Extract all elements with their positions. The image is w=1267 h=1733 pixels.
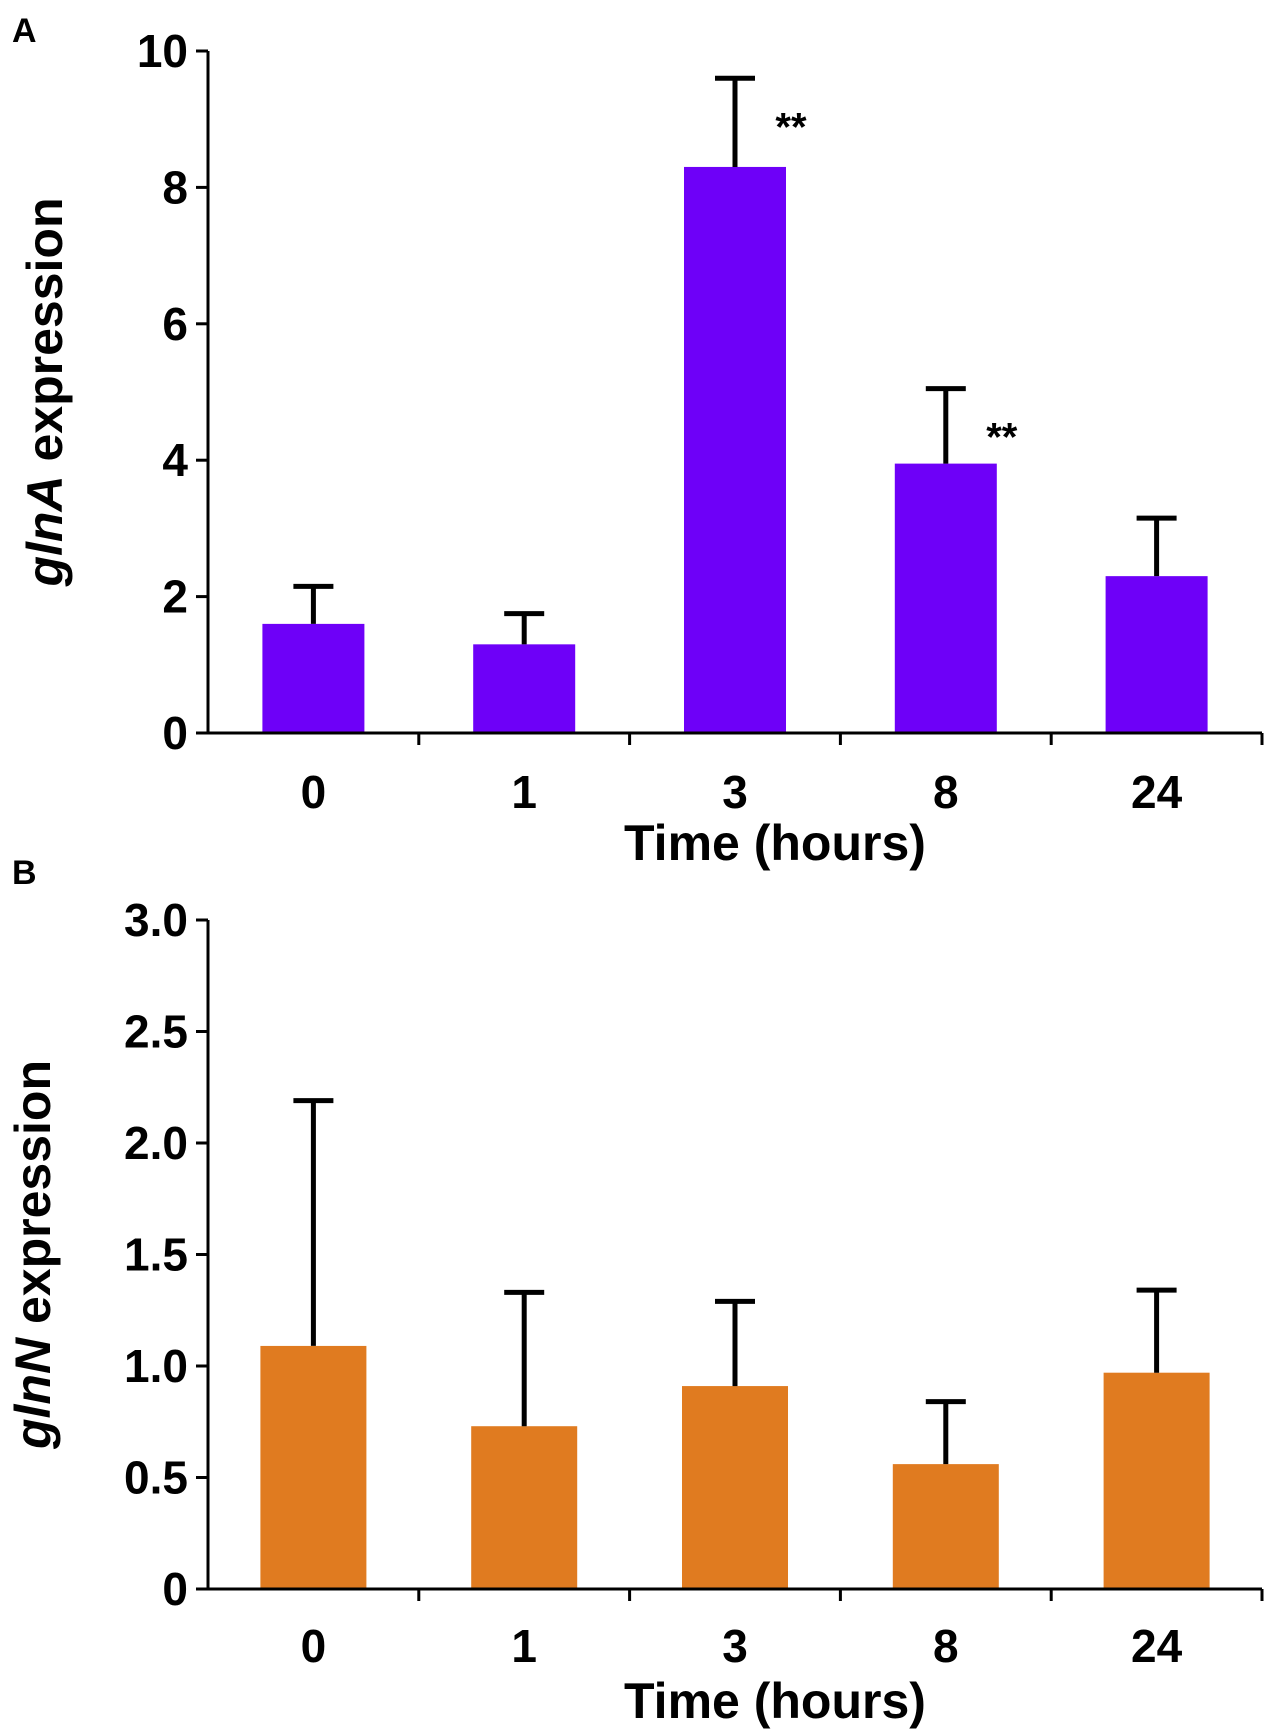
y-tick-label: 1.5: [124, 1229, 188, 1281]
x-tick-label-1: 1: [511, 766, 537, 818]
bar-24h: [1105, 576, 1208, 733]
y-axis-title-gene: glnN: [5, 1337, 61, 1450]
y-tick-label: 0: [162, 707, 188, 759]
x-tick-label-0: 0: [301, 1620, 327, 1672]
bar-1h: [471, 1426, 578, 1589]
y-tick-label: 1.0: [124, 1340, 188, 1392]
bar-0h: [262, 623, 365, 733]
bar-8h: [894, 463, 997, 733]
y-axis-title: glnA expression: [17, 198, 73, 588]
x-axis-title: Time (hours): [624, 815, 926, 871]
y-axis-title: glnN expression: [5, 1060, 61, 1450]
x-tick-label-24: 24: [1131, 766, 1183, 818]
x-tick-label-0: 0: [301, 766, 327, 818]
y-tick-label: 10: [137, 25, 188, 77]
x-tick-label-24: 24: [1131, 1620, 1183, 1672]
y-tick-label: 3.0: [124, 894, 188, 946]
y-axis-title-suffix: expression: [5, 1060, 61, 1338]
y-tick-label: 2.5: [124, 1006, 188, 1058]
y-axis-title-gene: glnA: [17, 475, 73, 587]
significance-marker-3h: **: [775, 105, 807, 149]
panel-b-chart: B 0 0.5 1.0 1.5 2.0 2.5 3.0 0 1 3 8 24 Time (hours) gl…: [5, 854, 1264, 1729]
panel-label-a: A: [12, 12, 37, 50]
x-tick-label-1: 1: [511, 1620, 537, 1672]
y-tick-label: 2.0: [124, 1117, 188, 1169]
y-axis-title-suffix: expression: [17, 198, 73, 476]
significance-marker-8h: **: [986, 416, 1018, 460]
x-tick-label-8: 8: [933, 766, 959, 818]
bar-0h: [260, 1345, 367, 1589]
x-tick-label-8: 8: [933, 1620, 959, 1672]
y-tick-label: 8: [162, 161, 188, 213]
panel-label-b: B: [12, 854, 37, 892]
y-tick-label: 4: [162, 434, 188, 486]
x-tick-label-3: 3: [722, 1620, 748, 1672]
bar-8h: [892, 1464, 999, 1589]
bar-24h: [1103, 1372, 1210, 1589]
bar-1h: [473, 644, 576, 733]
y-tick-label: 0: [162, 1563, 188, 1615]
x-tick-label-3: 3: [722, 766, 748, 818]
bar-3h: [684, 166, 786, 733]
x-axis-title: Time (hours): [624, 1673, 926, 1729]
y-tick-label: 6: [162, 298, 188, 350]
y-tick-label: 0.5: [124, 1452, 188, 1504]
y-tick-label: 2: [162, 571, 188, 623]
bar-3h: [682, 1386, 788, 1589]
